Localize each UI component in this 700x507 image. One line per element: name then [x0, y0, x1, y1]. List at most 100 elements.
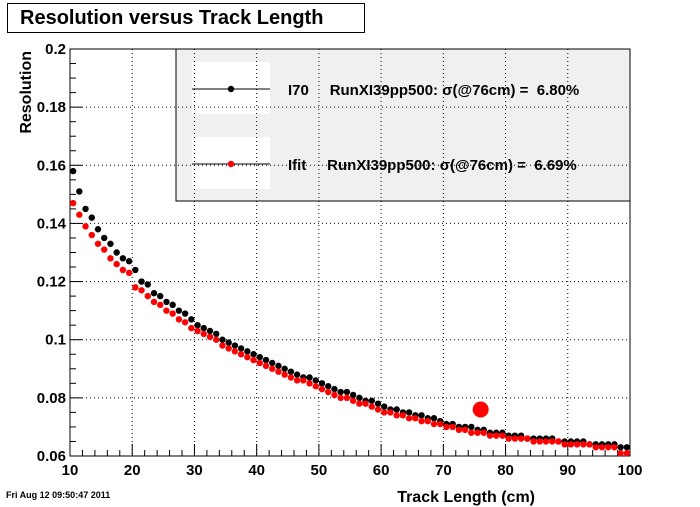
x-tick-label: 30 [186, 462, 203, 479]
i70-point [144, 281, 151, 288]
ifit-point [150, 298, 158, 306]
ifit-point [474, 429, 481, 436]
ifit-point [163, 307, 170, 314]
ifit-point [119, 266, 127, 274]
i70-point [281, 365, 288, 372]
y-tick-label: 0.12 [37, 274, 66, 291]
i70-point [293, 371, 301, 378]
timestamp: Fri Aug 12 09:50:47 2011 [6, 490, 111, 500]
ifit-point [262, 362, 270, 370]
i70-point [275, 362, 282, 370]
ifit-point [418, 417, 425, 425]
ifit-point [125, 269, 133, 277]
ifit-point [250, 356, 257, 364]
ifit-point [536, 438, 543, 445]
i70-point [125, 258, 133, 265]
x-tick-label: 90 [559, 462, 576, 479]
ifit-point [611, 444, 618, 451]
i70-point [623, 444, 631, 451]
legend-label: I70 RunXI39pp500: σ(@76cm) = 6.80% [288, 82, 579, 99]
i70-point [138, 278, 145, 285]
ifit-point [362, 400, 369, 407]
ifit-point [69, 199, 77, 207]
i70-point [69, 167, 77, 175]
ifit-point [542, 438, 550, 445]
x-tick-label: 80 [497, 462, 514, 479]
ifit-point [318, 385, 326, 393]
ifit-point [598, 444, 606, 451]
ifit-point [113, 260, 120, 268]
legend-marker [227, 160, 235, 168]
ifit-point [430, 420, 438, 428]
ifit-point [605, 444, 612, 451]
ifit-point [219, 342, 226, 349]
i70-point [237, 345, 245, 352]
i70-point [169, 301, 176, 309]
y-tick-label: 0.16 [37, 157, 66, 174]
x-tick-label: 60 [373, 462, 390, 479]
ifit-point [312, 383, 319, 390]
y-tick-label: 0.18 [37, 99, 66, 116]
legend-marker [227, 85, 235, 93]
i70-point [312, 377, 319, 384]
ifit-point [555, 438, 562, 445]
x-axis-label: Track Length (cm) [397, 489, 535, 506]
i70-point [250, 351, 257, 358]
ifit-point [493, 432, 500, 439]
i70-point [244, 348, 251, 355]
x-tick-label: 40 [248, 462, 265, 479]
ifit-point [237, 351, 245, 358]
ifit-point [437, 420, 444, 428]
x-tick-label: 20 [124, 462, 141, 479]
ifit-point [387, 409, 394, 416]
i70-point [163, 298, 170, 306]
i70-point [318, 380, 326, 387]
i70-point [405, 409, 413, 416]
ifit-point [169, 310, 176, 317]
ifit-point [393, 412, 400, 419]
ifit-point [256, 359, 263, 367]
ifit-point [337, 394, 344, 402]
ifit-point [138, 287, 145, 294]
ifit-point [549, 438, 556, 445]
ifit-point [480, 429, 487, 436]
i70-point [194, 321, 201, 329]
i70-point [213, 330, 220, 338]
x-tick-label: 50 [311, 462, 328, 479]
i70-point [262, 356, 270, 364]
ifit-point [356, 400, 363, 407]
i70-point [349, 391, 357, 399]
ifit-point [76, 211, 83, 218]
ifit-point [181, 319, 189, 326]
i70-point [132, 266, 139, 274]
ifit-point [405, 415, 413, 422]
i70-point [82, 205, 89, 213]
ifit-point [412, 415, 419, 422]
x-tick-label: 70 [435, 462, 452, 479]
y-tick-label: 0.1 [45, 332, 66, 349]
i70-point [617, 444, 624, 451]
y-tick-label: 0.08 [37, 390, 66, 407]
ifit-point [293, 377, 301, 384]
ifit-point [461, 426, 469, 434]
ifit-point [331, 391, 338, 399]
i70-point [343, 388, 351, 396]
i70-point [157, 292, 164, 300]
ifit-point [94, 240, 102, 247]
ifit-point [524, 435, 531, 442]
ifit-point [194, 327, 201, 335]
i70-point [468, 423, 475, 431]
ifit-point [617, 449, 624, 457]
ifit-point [499, 432, 506, 439]
y-tick-label: 0.14 [37, 215, 67, 232]
ifit-point [107, 255, 114, 262]
i70-point [76, 188, 83, 195]
i70-point [306, 374, 313, 381]
ifit-point [468, 429, 475, 436]
i70-point [256, 353, 263, 361]
ifit-point [455, 426, 463, 434]
ifit-point [101, 246, 108, 253]
ifit-point [213, 336, 220, 343]
ifit-point [517, 435, 525, 442]
